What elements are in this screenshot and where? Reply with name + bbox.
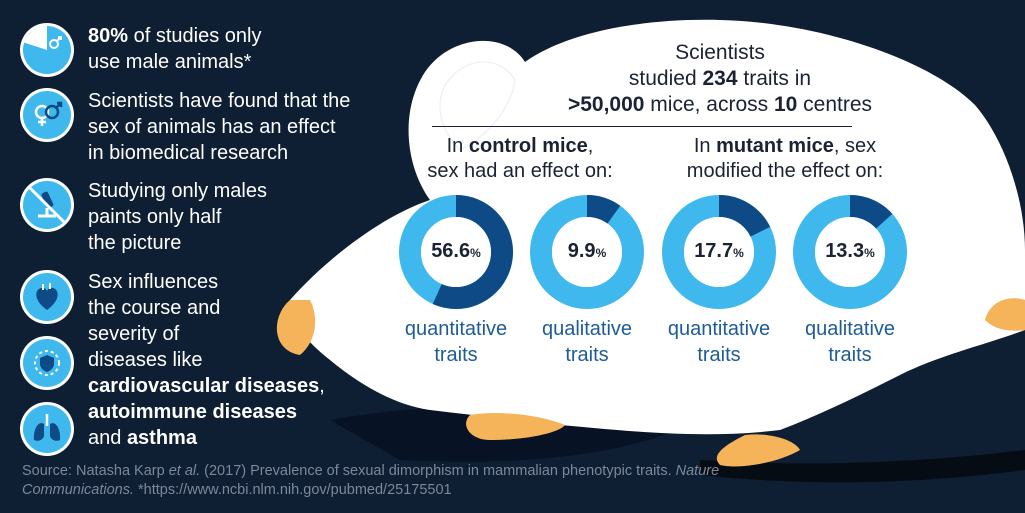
mouse-nose [276,300,316,355]
disease-text: Sex influences the course and severity o… [88,271,325,449]
virus-shield-icon [20,336,74,390]
donut-label-2: qualitative traits [541,318,633,366]
donut-chart-mutant-qualitative [793,195,907,309]
donut-value-2: 9.9% [567,240,607,262]
microscope-crossed-icon [20,178,74,232]
mouse-tail [700,450,1025,483]
donut-hole [552,217,622,287]
donut-value-4: 13.3% [825,240,875,262]
mouse-back-paw [466,413,565,440]
donut-label-3: quantitative traits [667,318,771,366]
donut-chart-mutant-quantitative [662,195,776,309]
stat-item-sex-effect: Scientists have found that the sex of ani… [20,88,350,166]
male-studies-text: 80% of studies only use male animals* [88,25,262,73]
lungs-icon [20,402,74,456]
donut-segment-value [662,195,776,309]
control-mice-heading: In control mice, sex had an effect on: [427,135,613,182]
donut-hole [684,217,754,287]
donut-segment-value [399,195,513,309]
male-pie-icon [20,23,74,77]
mouse-rear-paw [985,298,1025,331]
donut-label-4: qualitative traits [804,318,896,366]
mutant-mice-heading: In mutant mice, sex modified the effect … [686,135,884,182]
donut-chart-control-quantitative [399,195,513,309]
donut-chart-control-qualitative [530,195,644,309]
disease-icons [20,270,74,456]
donut-segment-value [793,195,907,309]
sex-symbols-icon [20,88,74,142]
mouse-ear-inner [439,61,516,151]
study-headline: Scientists studied 234 traits in >50,000… [567,41,873,116]
stat-item-half-picture: Studying only males paints only half the p… [20,178,267,256]
donut-hole [815,217,885,287]
stat-item-male-studies: 80% of studies only use male animals* [20,23,261,77]
sex-effect-text: Scientists have found that the sex of ani… [88,90,351,164]
donut-segment-value [530,195,644,309]
donut-label-1: quantitative traits [404,318,508,366]
source-citation: Source: Natasha Karp et al. (2017) Preva… [22,463,720,498]
donut-value-1: 56.6% [431,240,481,262]
mouse-front-paw [716,434,800,467]
divider-line [432,126,852,127]
half-picture-text: Studying only males paints only half the p… [88,180,267,254]
donut-value-3: 17.7% [694,240,744,262]
heart-icon [20,270,74,324]
donut-hole [421,217,491,287]
